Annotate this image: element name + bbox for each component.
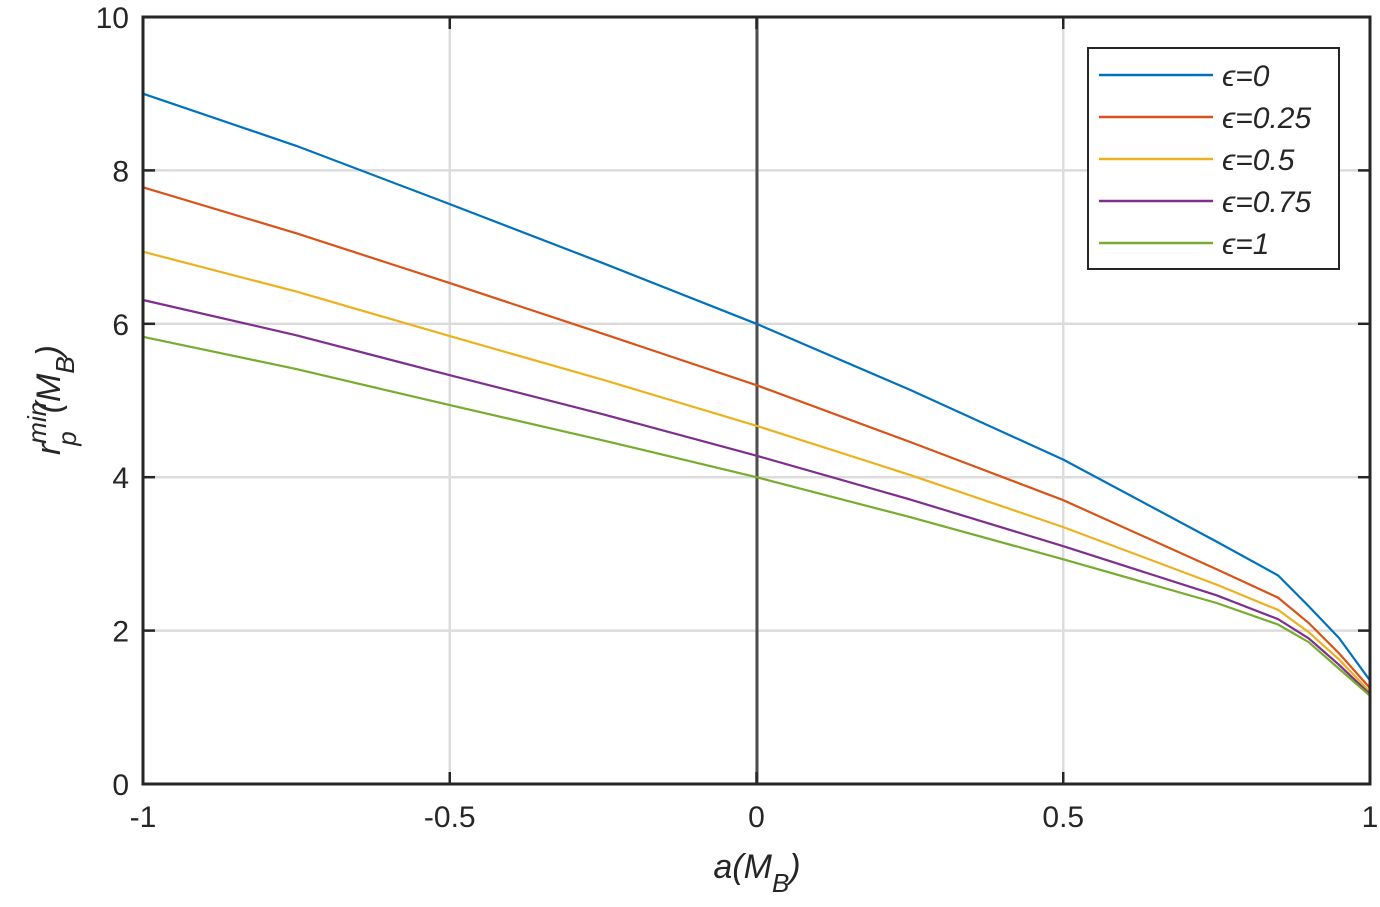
legend-label: ϵ=1 (1222, 228, 1269, 261)
x-tick-label: -0.5 (424, 801, 476, 834)
x-tick-label: 0 (748, 801, 765, 834)
x-tick-label: 0.5 (1042, 801, 1084, 834)
legend-label: ϵ=0.5 (1222, 144, 1295, 177)
legend-label: ϵ=0 (1222, 60, 1270, 93)
y-tick-label: 10 (96, 2, 129, 35)
series-line-0 (142, 92, 1371, 682)
y-tick-label: 8 (112, 155, 129, 188)
y-tick-label: 0 (112, 769, 129, 802)
legend-label: ϵ=0.75 (1222, 186, 1311, 219)
series-line-1 (142, 186, 1371, 689)
x-tick-label: 1 (1362, 801, 1379, 834)
x-axis-label: a(MB) (713, 848, 800, 898)
y-tick-label: 2 (112, 616, 129, 649)
series-line-4 (142, 335, 1371, 697)
y-axis-label: rminp(MB) (22, 345, 82, 455)
legend: ϵ=0 ϵ=0.25 ϵ=0.5 ϵ=0.75 ϵ=1 (1087, 47, 1340, 270)
y-tick-label: 6 (112, 309, 129, 342)
legend-label: ϵ=0.25 (1222, 102, 1311, 135)
series-lines (142, 92, 1371, 697)
x-tick-label: -1 (130, 801, 157, 834)
y-tick-label: 4 (112, 462, 129, 495)
series-line-3 (142, 298, 1371, 696)
series-line-2 (142, 250, 1371, 693)
